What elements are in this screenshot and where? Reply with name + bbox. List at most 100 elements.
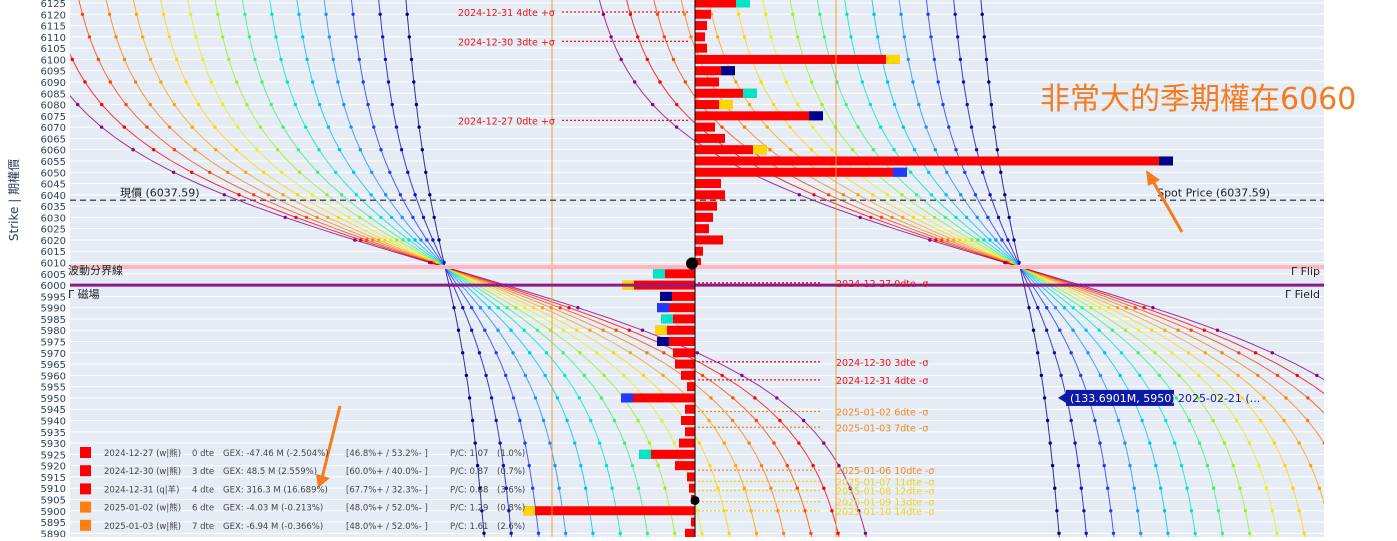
call-gex-bar (695, 32, 705, 42)
sigma-marker (70, 57, 75, 62)
sigma-marker (461, 306, 465, 310)
sigma-marker (940, 238, 944, 242)
sigma-marker (535, 328, 540, 332)
sigma-marker (1306, 396, 1310, 400)
sigma-marker (837, 463, 841, 468)
sigma-marker (1084, 328, 1088, 332)
sigma-marker (636, 486, 641, 490)
sigma-marker (354, 35, 358, 39)
sigma-marker (509, 531, 513, 535)
sigma-marker (1111, 531, 1116, 535)
sigma-label: 2025-01-09 13dte -σ (836, 498, 934, 509)
y-tick-label: 6080 (41, 101, 66, 112)
sigma-marker (162, 12, 166, 16)
sigma-marker (294, 215, 298, 220)
sigma-marker (1133, 306, 1137, 310)
sigma-marker (630, 463, 635, 468)
call-gex-bar-tail (809, 111, 823, 121)
sigma-marker (243, 12, 247, 16)
sigma-curve (598, 0, 1324, 381)
sigma-marker (885, 80, 890, 84)
put-gex-bar (685, 427, 695, 437)
sigma-marker (958, 238, 962, 242)
sigma-marker (946, 238, 950, 242)
y-tick-label: 6105 (41, 44, 66, 55)
sigma-marker (317, 102, 322, 107)
sigma-marker (214, 148, 218, 152)
put-gex-bar-tail (657, 337, 669, 347)
put-gex-bar-tail (639, 449, 651, 459)
sigma-marker (628, 351, 632, 355)
sigma-marker (964, 238, 968, 242)
sigma-marker (1123, 441, 1127, 445)
sigma-marker (695, 509, 699, 513)
legend-tail: (0.7%) (497, 467, 525, 477)
sigma-marker (622, 441, 627, 445)
sigma-marker (498, 441, 502, 445)
sigma-marker (274, 35, 278, 39)
sigma-marker (683, 80, 687, 84)
sigma-marker (954, 148, 958, 152)
sigma-marker (1058, 328, 1062, 332)
sigma-marker (213, 125, 217, 129)
sigma-marker (369, 193, 373, 197)
sigma-marker (1045, 328, 1049, 332)
sigma-marker (929, 35, 933, 39)
sigma-marker (1243, 509, 1248, 513)
y-tick-label: 5945 (41, 405, 66, 416)
put-gex-bar (681, 415, 695, 425)
legend-date: 2024-12-27 (w|熊) (104, 448, 181, 459)
sigma-marker (1132, 486, 1136, 490)
sigma-marker (662, 351, 666, 355)
legend-pc: P/C: 1.07 (450, 449, 488, 459)
sigma-marker (1097, 328, 1101, 332)
sigma-marker (1039, 373, 1044, 378)
sigma-marker (1258, 418, 1263, 423)
sigma-label: 2024-12-30 3dte -σ (836, 358, 928, 369)
legend-dte: 4 dte (192, 485, 214, 495)
sigma-marker (347, 215, 351, 220)
y-tick-label: 5915 (41, 473, 66, 484)
sigma-marker (662, 35, 667, 39)
sigma-marker (812, 193, 816, 197)
sigma-marker (655, 12, 660, 16)
sigma-curve (735, 0, 1306, 537)
sigma-curve (707, 0, 1324, 506)
sigma-marker (266, 193, 271, 197)
sigma-curve (405, 0, 485, 537)
sigma-curve (898, 0, 1142, 537)
sigma-marker (351, 12, 355, 16)
y-tick-label: 5935 (41, 428, 66, 439)
sigma-marker (1386, 464, 1389, 467)
sigma-marker (1264, 486, 1269, 490)
sigma-marker (695, 351, 699, 355)
put-gex-bar-tail (661, 314, 673, 324)
y-tick-label: 6020 (41, 236, 66, 247)
put-gex-bar (675, 359, 695, 369)
sigma-marker (159, 80, 163, 84)
sigma-marker (999, 170, 1003, 174)
sigma-marker (1142, 306, 1146, 310)
sigma-marker (475, 463, 480, 468)
legend-date: 2024-12-31 (q|羊) (104, 484, 180, 495)
sigma-marker (836, 531, 840, 535)
sigma-marker (911, 215, 916, 220)
sigma-marker (789, 148, 793, 152)
put-gex-bar (673, 348, 695, 358)
sigma-marker (1073, 441, 1077, 445)
sigma-marker (700, 531, 704, 535)
sigma-marker (1328, 396, 1331, 399)
sigma-marker (963, 170, 967, 174)
sigma-marker (336, 80, 340, 84)
sigma-marker (796, 102, 800, 107)
sigma-marker (674, 125, 679, 129)
sigma-marker (234, 148, 239, 152)
sigma-marker (1270, 509, 1275, 513)
sigma-marker (934, 238, 938, 242)
y-tick-label: 6050 (41, 168, 66, 179)
sigma-marker (1150, 328, 1154, 332)
sigma-marker (929, 193, 934, 197)
sigma-marker (1079, 373, 1083, 378)
sigma-marker (167, 35, 172, 39)
marker-dot (686, 257, 698, 270)
